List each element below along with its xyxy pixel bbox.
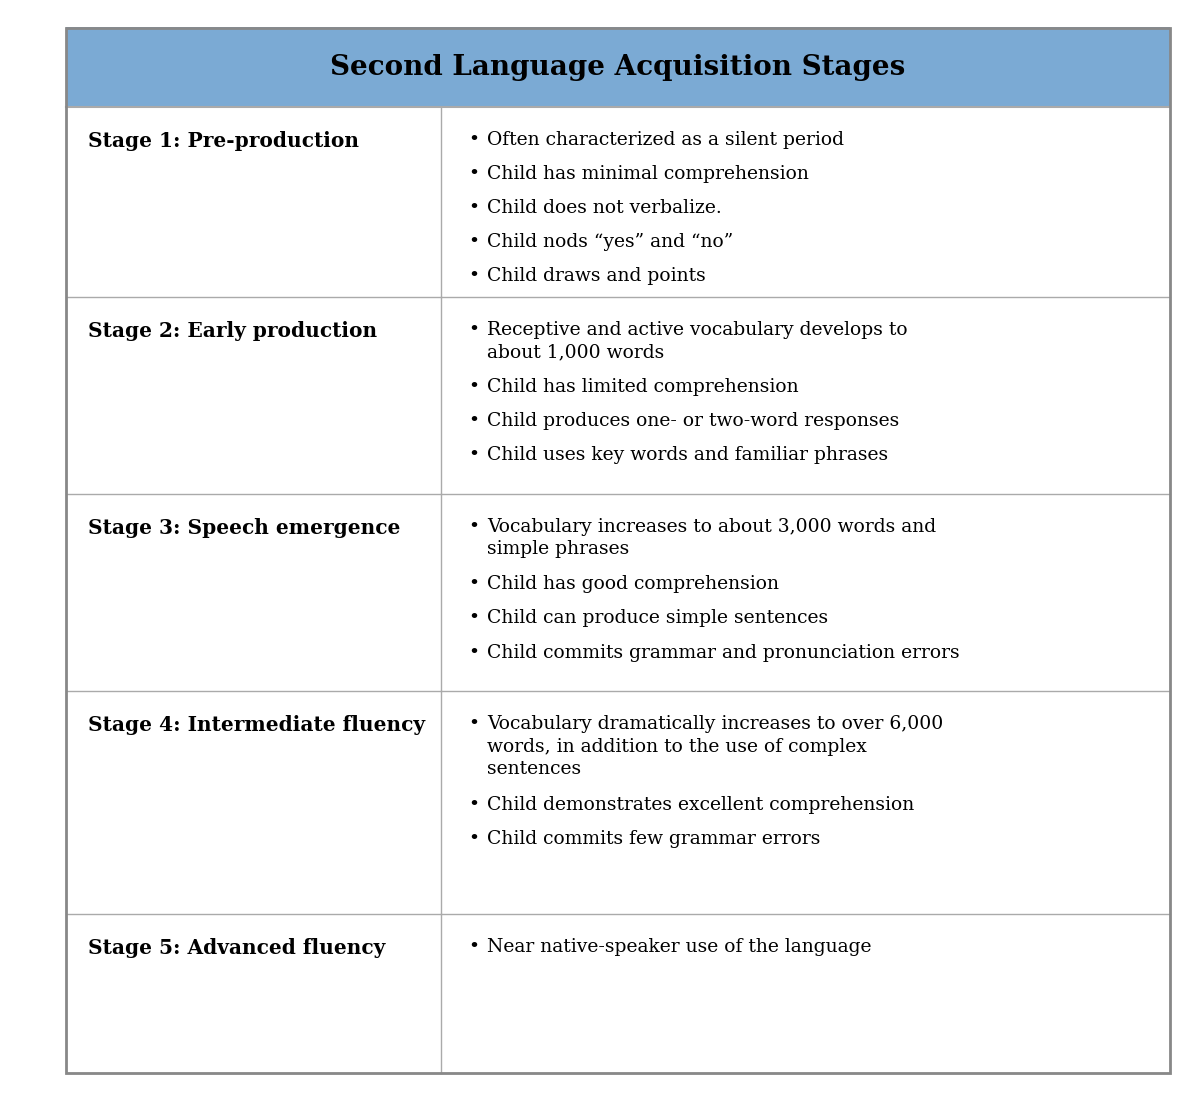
- Text: Stage 2: Early production: Stage 2: Early production: [88, 321, 377, 341]
- Text: •: •: [468, 447, 479, 464]
- Text: Child has minimal comprehension: Child has minimal comprehension: [487, 165, 809, 183]
- Text: Child produces one- or two-word responses: Child produces one- or two-word response…: [487, 412, 899, 430]
- Text: Child has good comprehension: Child has good comprehension: [487, 575, 779, 593]
- Text: Child nods “yes” and “no”: Child nods “yes” and “no”: [487, 233, 733, 251]
- Text: •: •: [468, 131, 479, 149]
- Text: •: •: [468, 321, 479, 339]
- Text: •: •: [468, 267, 479, 285]
- Text: Stage 3: Speech emergence: Stage 3: Speech emergence: [88, 518, 400, 538]
- Text: •: •: [468, 378, 479, 396]
- Text: Vocabulary dramatically increases to over 6,000
words, in addition to the use of: Vocabulary dramatically increases to ove…: [487, 715, 943, 778]
- Text: •: •: [468, 609, 479, 627]
- Text: •: •: [468, 233, 479, 251]
- Text: Receptive and active vocabulary develops to
about 1,000 words: Receptive and active vocabulary develops…: [487, 321, 907, 361]
- Text: Child commits few grammar errors: Child commits few grammar errors: [487, 829, 821, 848]
- Text: •: •: [468, 199, 479, 217]
- Text: Often characterized as a silent period: Often characterized as a silent period: [487, 131, 844, 149]
- Text: •: •: [468, 938, 479, 956]
- Text: •: •: [468, 412, 479, 430]
- Text: Child draws and points: Child draws and points: [487, 267, 706, 285]
- Bar: [66, 28, 1170, 107]
- Text: Vocabulary increases to about 3,000 words and
simple phrases: Vocabulary increases to about 3,000 word…: [487, 518, 936, 559]
- Text: Child uses key words and familiar phrases: Child uses key words and familiar phrase…: [487, 447, 888, 464]
- Text: Child demonstrates excellent comprehension: Child demonstrates excellent comprehensi…: [487, 795, 914, 814]
- Text: Near native-speaker use of the language: Near native-speaker use of the language: [487, 938, 871, 956]
- Text: Stage 4: Intermediate fluency: Stage 4: Intermediate fluency: [88, 715, 425, 735]
- Text: •: •: [468, 165, 479, 183]
- Text: Second Language Acquisition Stages: Second Language Acquisition Stages: [330, 54, 906, 80]
- Text: Stage 1: Pre-production: Stage 1: Pre-production: [88, 131, 359, 151]
- Text: •: •: [468, 575, 479, 593]
- Text: Child does not verbalize.: Child does not verbalize.: [487, 199, 721, 217]
- Text: •: •: [468, 518, 479, 536]
- Text: Stage 5: Advanced fluency: Stage 5: Advanced fluency: [88, 938, 385, 958]
- Text: Child commits grammar and pronunciation errors: Child commits grammar and pronunciation …: [487, 644, 960, 661]
- Text: •: •: [468, 829, 479, 848]
- Text: Child has limited comprehension: Child has limited comprehension: [487, 378, 798, 396]
- Text: •: •: [468, 715, 479, 734]
- Text: •: •: [468, 644, 479, 661]
- Text: •: •: [468, 795, 479, 814]
- Text: Child can produce simple sentences: Child can produce simple sentences: [487, 609, 828, 627]
